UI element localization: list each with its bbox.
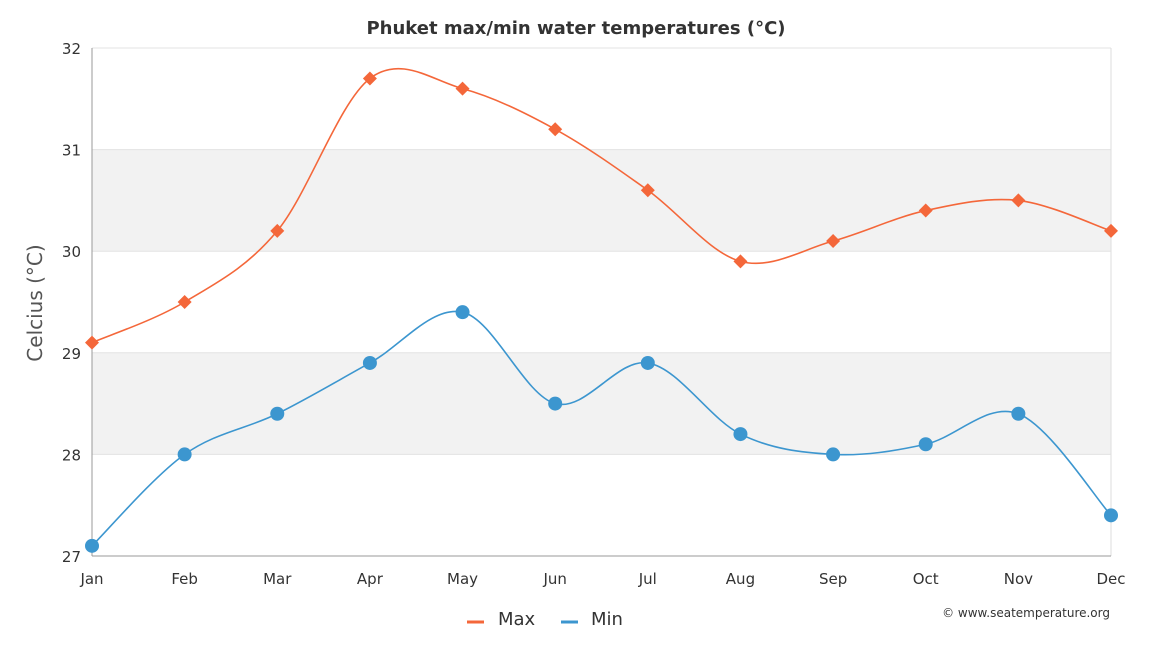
x-tick-label: Oct bbox=[913, 570, 939, 588]
y-tick-label: 28 bbox=[62, 446, 81, 464]
data-point-min[interactable] bbox=[733, 427, 748, 442]
y-tick-label: 30 bbox=[62, 243, 81, 261]
data-point-max[interactable] bbox=[455, 81, 470, 96]
x-tick-label: Mar bbox=[263, 570, 292, 588]
y-tick-label: 29 bbox=[62, 345, 81, 363]
plot-band bbox=[92, 352, 1111, 455]
x-tick-label: Feb bbox=[171, 570, 198, 588]
credit-text[interactable]: © www.seatemperature.org bbox=[942, 606, 1110, 620]
tick-labels: 27 28 29 30 31 32 Jan Feb Mar Apr May Jun Jul Aug Sep O… bbox=[62, 40, 1126, 588]
series-min bbox=[85, 305, 1118, 553]
x-tick-label: Sep bbox=[819, 570, 847, 588]
data-point-min[interactable] bbox=[548, 396, 563, 411]
data-point-min[interactable] bbox=[270, 406, 285, 421]
data-point-min[interactable] bbox=[85, 538, 99, 553]
data-point-min[interactable] bbox=[640, 355, 655, 370]
axes bbox=[91, 48, 1112, 557]
data-point-min[interactable] bbox=[455, 305, 470, 320]
data-point-min[interactable] bbox=[177, 447, 192, 462]
data-point-max[interactable] bbox=[548, 122, 563, 137]
data-point-max[interactable] bbox=[733, 254, 748, 269]
data-point-max[interactable] bbox=[1104, 223, 1118, 238]
series-line-min bbox=[91, 310, 1112, 547]
data-point-max[interactable] bbox=[1011, 193, 1026, 208]
plot-band bbox=[92, 149, 1111, 252]
data-point-max[interactable] bbox=[177, 295, 192, 309]
y-tick-label: 32 bbox=[62, 40, 81, 58]
y-axis-title: Celcius (°C) bbox=[23, 244, 47, 361]
legend-min-label: Min bbox=[591, 609, 623, 630]
gridlines bbox=[92, 47, 1111, 557]
data-point-min[interactable] bbox=[362, 355, 377, 370]
legend-item-max[interactable]: Max bbox=[467, 609, 536, 630]
data-point-min[interactable] bbox=[918, 437, 933, 452]
x-tick-label: Jan bbox=[79, 570, 103, 588]
data-point-max[interactable] bbox=[85, 335, 99, 350]
series-max bbox=[85, 67, 1118, 350]
legend-item-min[interactable]: Min bbox=[561, 609, 623, 630]
y-tick-label: 31 bbox=[62, 142, 81, 160]
data-point-min[interactable] bbox=[826, 447, 841, 462]
y-tick-label: 27 bbox=[62, 548, 81, 566]
x-tick-label: Nov bbox=[1004, 570, 1033, 588]
x-tick-label: Dec bbox=[1096, 570, 1125, 588]
data-point-max[interactable] bbox=[270, 223, 285, 238]
x-tick-label: May bbox=[447, 570, 478, 588]
legend: Max Min bbox=[467, 609, 623, 630]
data-point-min[interactable] bbox=[1011, 406, 1026, 421]
data-point-max[interactable] bbox=[918, 203, 933, 218]
data-point-max[interactable] bbox=[826, 234, 841, 249]
x-tick-label: Jul bbox=[638, 570, 657, 588]
data-point-max[interactable] bbox=[362, 71, 377, 86]
legend-max-label: Max bbox=[498, 609, 536, 630]
data-point-min[interactable] bbox=[1104, 508, 1118, 523]
series-layer bbox=[85, 67, 1118, 553]
data-point-max[interactable] bbox=[640, 183, 655, 198]
x-tick-label: Jun bbox=[542, 570, 566, 588]
x-tick-label: Aug bbox=[726, 570, 755, 588]
chart-title: Phuket max/min water temperatures (°C) bbox=[366, 18, 785, 39]
x-tick-label: Apr bbox=[357, 570, 384, 588]
plot-bands bbox=[92, 149, 1111, 455]
